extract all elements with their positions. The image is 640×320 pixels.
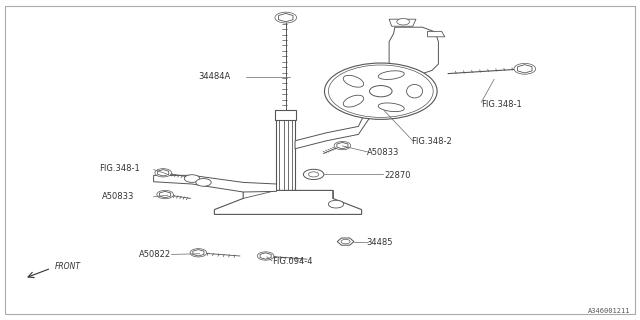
Ellipse shape: [406, 84, 422, 98]
Text: A50833: A50833: [367, 148, 399, 157]
Polygon shape: [159, 191, 171, 198]
Ellipse shape: [378, 71, 404, 79]
Polygon shape: [260, 253, 271, 259]
Circle shape: [275, 12, 296, 23]
Text: A50833: A50833: [102, 192, 135, 201]
Text: 22870: 22870: [384, 171, 410, 180]
Polygon shape: [295, 115, 369, 149]
Circle shape: [190, 249, 207, 257]
Circle shape: [328, 65, 433, 117]
Polygon shape: [154, 175, 276, 192]
Circle shape: [184, 175, 200, 182]
Circle shape: [303, 169, 324, 180]
Text: FRONT: FRONT: [55, 262, 81, 271]
Circle shape: [341, 239, 350, 244]
Circle shape: [196, 179, 211, 186]
Circle shape: [157, 190, 173, 199]
Circle shape: [257, 252, 274, 260]
Polygon shape: [193, 250, 204, 256]
Text: FIG.348-2: FIG.348-2: [412, 137, 452, 146]
Polygon shape: [428, 31, 445, 37]
Circle shape: [369, 85, 392, 97]
Text: 34485: 34485: [366, 238, 392, 247]
Text: FIG.348-1: FIG.348-1: [99, 164, 140, 173]
Text: A50822: A50822: [140, 250, 172, 259]
Circle shape: [308, 172, 319, 177]
Ellipse shape: [343, 75, 364, 87]
Text: FIG.348-1: FIG.348-1: [481, 100, 522, 109]
Polygon shape: [275, 110, 296, 120]
Polygon shape: [518, 65, 532, 73]
Polygon shape: [337, 142, 348, 149]
Ellipse shape: [378, 103, 404, 112]
Polygon shape: [337, 238, 354, 245]
Text: FIG.094-4: FIG.094-4: [272, 257, 312, 266]
Polygon shape: [389, 19, 416, 26]
Text: A346001211: A346001211: [588, 308, 630, 314]
Polygon shape: [214, 190, 362, 214]
Circle shape: [324, 63, 437, 119]
Circle shape: [397, 19, 410, 25]
Ellipse shape: [343, 95, 364, 107]
Text: 34484A: 34484A: [198, 72, 230, 81]
Polygon shape: [278, 13, 293, 22]
Circle shape: [155, 169, 172, 177]
Polygon shape: [389, 27, 438, 75]
Circle shape: [328, 200, 344, 208]
Circle shape: [514, 63, 536, 74]
Polygon shape: [157, 170, 169, 176]
Circle shape: [334, 141, 351, 150]
